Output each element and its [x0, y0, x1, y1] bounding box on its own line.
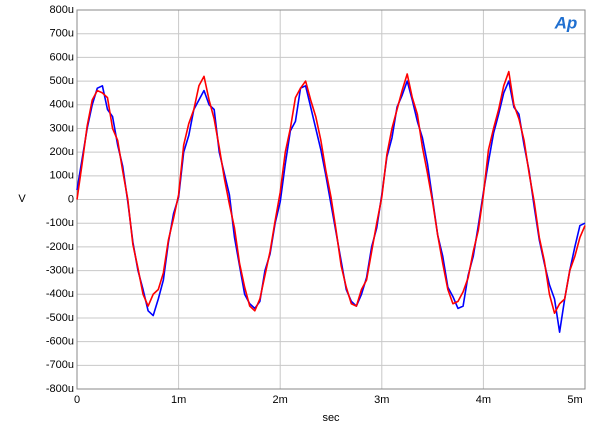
x-tick-label: 1m	[171, 394, 186, 406]
series-line	[76, 80, 586, 333]
y-tick-label: 400u	[50, 99, 74, 111]
y-tick-label: 700u	[50, 28, 74, 40]
y-tick-label: -300u	[46, 264, 74, 276]
y-tick-label: -800u	[46, 383, 74, 395]
x-tick-label: 4m	[476, 394, 491, 406]
series-line	[76, 70, 586, 314]
y-axis-label: V	[18, 193, 26, 205]
y-tick-label: 200u	[50, 146, 74, 158]
y-tick-label: 0	[68, 193, 74, 205]
y-tick-label: 800u	[50, 4, 74, 16]
y-tick-label: 500u	[50, 75, 74, 87]
x-tick-label: 2m	[273, 394, 288, 406]
x-tick-label: 3m	[374, 394, 389, 406]
y-tick-label: -100u	[46, 217, 74, 229]
y-tick-label: -200u	[46, 241, 74, 253]
y-tick-label: -600u	[46, 336, 74, 348]
x-axis-label: sec	[322, 412, 340, 424]
logo: Ap	[554, 13, 578, 32]
y-tick-label: 100u	[50, 170, 74, 182]
x-tick-label: 5m	[567, 394, 582, 406]
y-tick-label: -400u	[46, 288, 74, 300]
x-tick-label: 0	[74, 394, 80, 406]
y-tick-label: 600u	[50, 51, 74, 63]
y-tick-label: 300u	[50, 122, 74, 134]
y-tick-label: -700u	[46, 359, 74, 371]
y-tick-label: -500u	[46, 312, 74, 324]
